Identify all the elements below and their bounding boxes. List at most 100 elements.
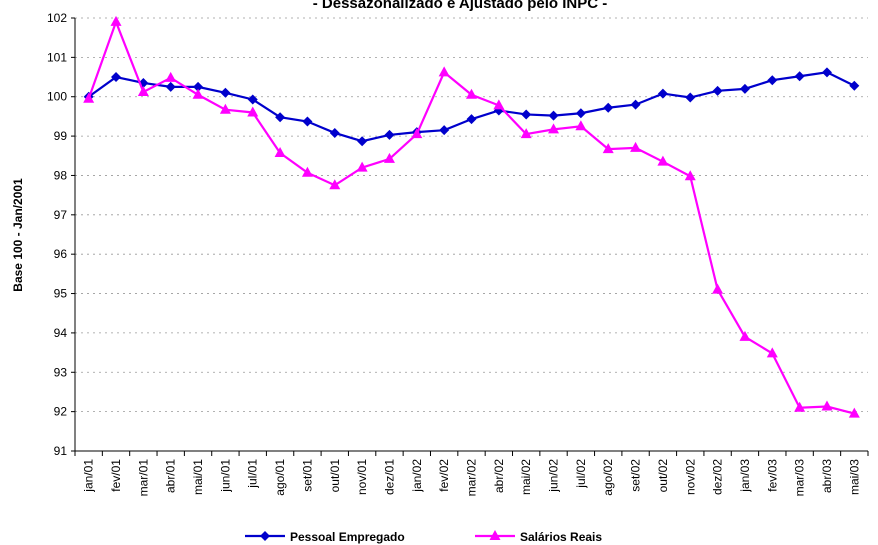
data-point	[603, 102, 614, 113]
x-tick-label: jun/01	[218, 459, 232, 493]
x-tick-label: mar/02	[465, 459, 479, 497]
x-tick-label: dez/02	[711, 459, 725, 495]
data-point	[137, 86, 149, 97]
data-point	[821, 400, 833, 411]
data-point	[739, 83, 750, 94]
data-point	[302, 116, 313, 127]
data-point	[383, 152, 395, 163]
data-point	[520, 128, 532, 139]
data-point	[193, 81, 204, 92]
y-tick-label: 102	[47, 11, 67, 25]
data-point	[357, 136, 368, 147]
legend-label: Pessoal Empregado	[290, 530, 405, 544]
x-tick-label: jan/02	[410, 459, 424, 493]
data-point	[411, 128, 423, 139]
data-point	[110, 15, 122, 26]
data-point	[575, 108, 586, 119]
legend-marker	[489, 530, 501, 540]
data-point	[439, 125, 450, 136]
data-point	[275, 112, 286, 123]
data-point	[247, 94, 258, 105]
x-tick-label: fev/03	[765, 459, 779, 492]
x-tick-label: out/02	[656, 459, 670, 493]
y-tick-label: 95	[54, 287, 68, 301]
x-tick-label: set/01	[300, 459, 314, 492]
data-point	[575, 120, 587, 131]
data-point	[247, 106, 259, 117]
x-tick-label: ago/01	[273, 459, 287, 496]
data-point	[329, 179, 341, 190]
data-point	[220, 87, 231, 98]
data-point	[766, 347, 778, 358]
y-tick-label: 93	[54, 365, 68, 379]
x-tick-label: abr/03	[820, 459, 834, 493]
data-point	[165, 81, 176, 92]
data-point	[438, 66, 450, 77]
data-point	[602, 143, 614, 154]
x-tick-label: ago/02	[601, 459, 615, 496]
x-tick-label: jan/03	[738, 459, 752, 493]
x-tick-label: mar/01	[136, 459, 150, 497]
legend-label: Salários Reais	[520, 530, 602, 544]
series-line	[88, 71, 855, 143]
x-tick-label: fev/01	[109, 459, 123, 492]
x-tick-label: mai/02	[519, 459, 533, 495]
x-tick-label: set/02	[629, 459, 643, 492]
data-point	[165, 71, 177, 82]
data-point	[329, 127, 340, 138]
x-tick-label: nov/02	[683, 459, 697, 495]
x-tick-label: mar/03	[793, 459, 807, 497]
data-point	[521, 109, 532, 120]
legend-marker	[260, 531, 270, 541]
data-point	[712, 283, 724, 294]
data-point	[83, 92, 95, 103]
y-tick-label: 92	[54, 405, 68, 419]
data-point	[657, 88, 668, 99]
x-tick-label: mai/03	[847, 459, 861, 495]
data-point	[739, 330, 751, 341]
data-point	[219, 103, 231, 114]
data-point	[274, 147, 286, 158]
data-point	[630, 99, 641, 110]
data-point	[794, 401, 806, 412]
data-point	[466, 88, 477, 99]
x-tick-label: jan/01	[82, 459, 96, 493]
x-tick-label: abr/02	[492, 459, 506, 493]
data-point	[192, 88, 204, 99]
data-point	[548, 123, 560, 134]
y-tick-label: 96	[54, 247, 68, 261]
data-point	[630, 141, 642, 152]
data-point	[794, 71, 805, 82]
data-point	[849, 80, 860, 91]
data-point	[657, 155, 669, 166]
x-tick-label: jul/01	[246, 459, 260, 489]
series-line	[87, 18, 855, 415]
x-tick-label: jul/02	[574, 459, 588, 489]
x-tick-label: mai/01	[191, 459, 205, 495]
y-tick-label: 101	[47, 50, 67, 64]
data-point	[821, 67, 832, 78]
data-point	[685, 92, 696, 103]
y-tick-label: 98	[54, 168, 68, 182]
data-point	[466, 114, 477, 125]
data-point	[712, 85, 723, 96]
y-tick-label: 100	[47, 90, 67, 104]
x-tick-label: abr/01	[164, 459, 178, 493]
data-point	[356, 161, 368, 172]
y-tick-label: 99	[54, 129, 68, 143]
data-point	[301, 166, 313, 177]
x-tick-label: jun/02	[547, 459, 561, 493]
y-tick-label: 94	[54, 326, 68, 340]
data-point	[384, 129, 395, 140]
data-point	[111, 72, 122, 83]
y-axis-label: Base 100 - Jan/2001	[11, 178, 25, 292]
x-tick-label: fev/02	[437, 459, 451, 492]
y-tick-label: 91	[54, 444, 68, 458]
chart-title: - Dessazonalizado e Ajustado pelo INPC -	[313, 0, 608, 12]
data-point	[684, 170, 696, 181]
data-point	[493, 99, 505, 110]
data-point	[767, 75, 778, 86]
x-tick-label: dez/01	[382, 459, 396, 495]
